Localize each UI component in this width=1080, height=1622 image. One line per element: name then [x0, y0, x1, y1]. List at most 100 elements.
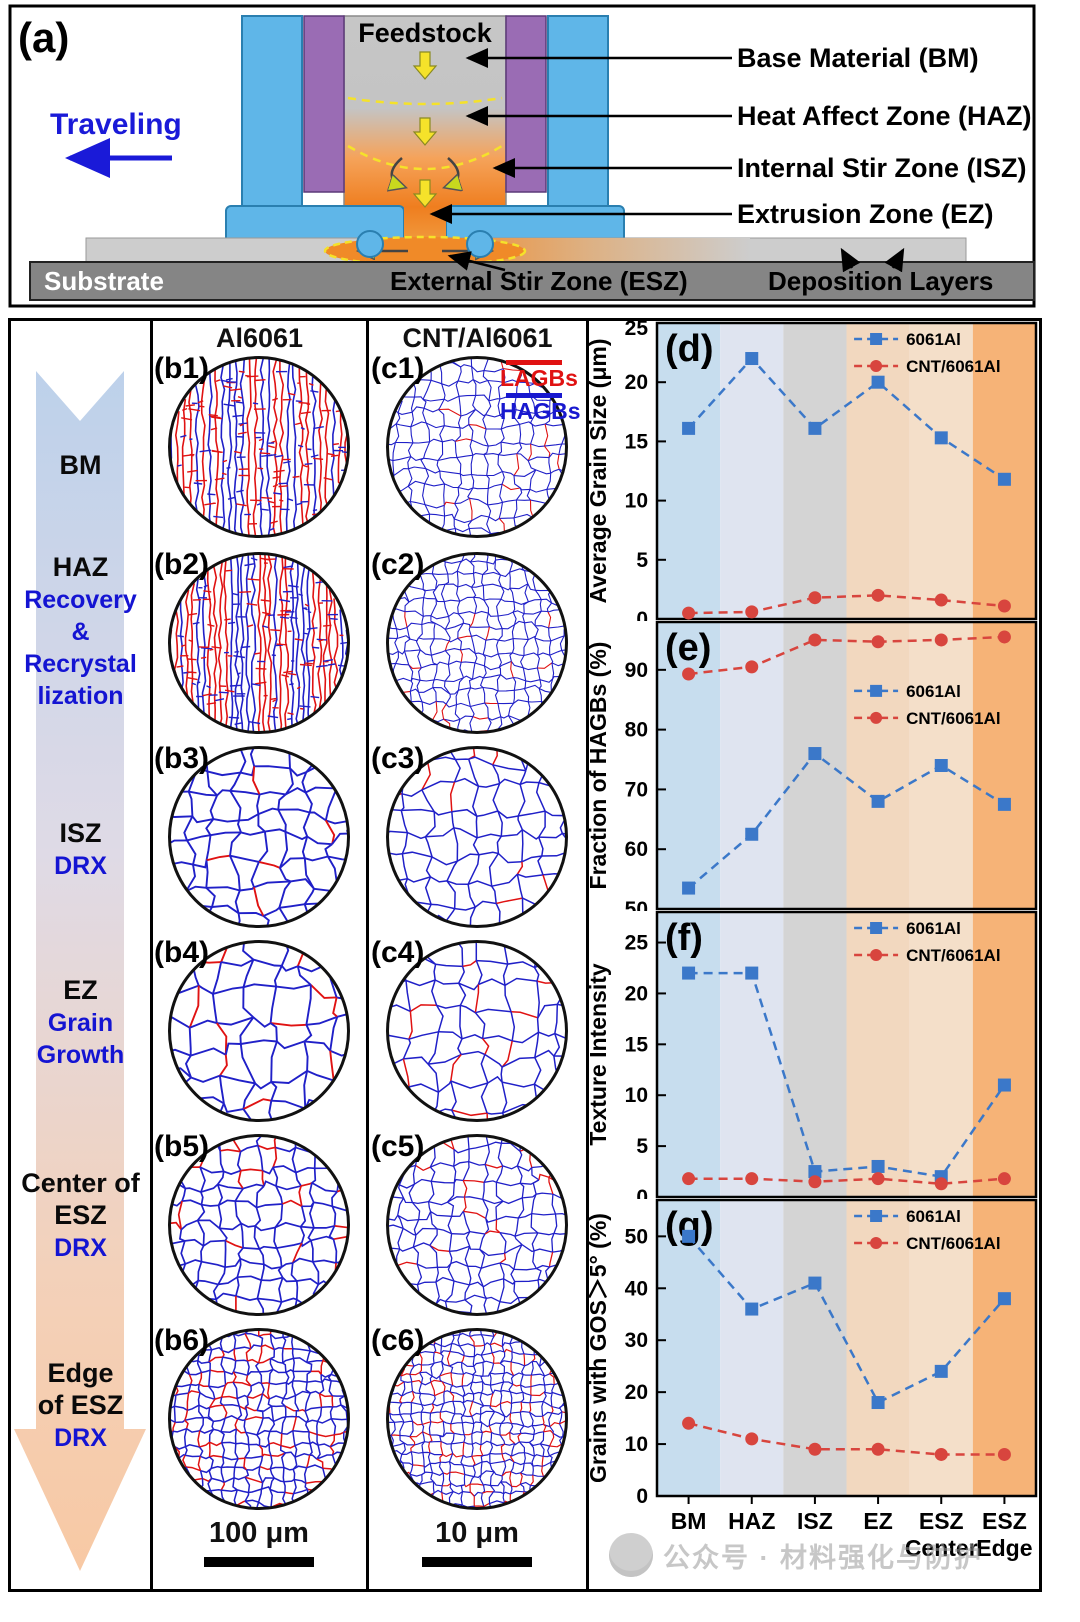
- scale-bar-100um: [204, 1557, 314, 1567]
- svg-text:0: 0: [636, 1485, 648, 1508]
- callout-bm: Base Material (BM): [737, 43, 979, 73]
- scale-label-10um: 10 μm: [435, 1517, 519, 1549]
- traveling-label: Traveling: [50, 108, 182, 141]
- svg-text:20: 20: [625, 371, 648, 394]
- tool-left-column: [241, 15, 303, 209]
- boundary-legend: LAGBs HAGBs: [500, 357, 581, 423]
- step-bm-zone: BM: [59, 450, 102, 480]
- esz-pointer: [447, 251, 506, 272]
- svg-text:Center: Center: [905, 1535, 978, 1561]
- isz-flow-right: [446, 157, 458, 187]
- svg-text:Average Grain Size (μm): Average Grain Size (μm): [589, 338, 611, 603]
- svg-text:60: 60: [625, 838, 648, 861]
- chart-average-grain-size: 0 5 10 15 20 25 Average Grain Size (μm) (d) 6061…: [589, 321, 1038, 621]
- tool-right-shoulder: [466, 230, 494, 258]
- svg-text:10: 10: [625, 1084, 648, 1107]
- svg-text:6061Al: 6061Al: [906, 682, 961, 701]
- micrograph-c5: [386, 1134, 568, 1316]
- svg-text:50: 50: [625, 1225, 648, 1248]
- substrate-label: Substrate: [44, 266, 164, 296]
- svg-text:(e): (e): [665, 627, 711, 669]
- step-bm: BM: [11, 450, 150, 482]
- svg-text:CNT/6061Al: CNT/6061Al: [906, 946, 1000, 965]
- label-b5: (b5): [154, 1130, 209, 1163]
- svg-text:10: 10: [625, 490, 648, 513]
- tool-right-column: [547, 15, 609, 209]
- svg-text:5: 5: [636, 1135, 648, 1158]
- feedstock-label: Feedstock: [358, 18, 493, 48]
- svg-text:(f): (f): [665, 917, 703, 959]
- svg-text:20: 20: [625, 1381, 648, 1404]
- svg-text:15: 15: [625, 1033, 649, 1056]
- svg-text:Texture Intensity: Texture Intensity: [589, 963, 611, 1146]
- label-c6: (c6): [371, 1324, 425, 1357]
- haz-boundary-dashed: [347, 96, 503, 106]
- svg-text:0: 0: [636, 608, 648, 621]
- label-c5: (c5): [371, 1130, 425, 1163]
- callout-ez: Extrusion Zone (EZ): [737, 199, 994, 229]
- label-c3: (c3): [371, 742, 425, 775]
- watermark-text: 公众号 · 材料强化与防护: [663, 1542, 983, 1573]
- substrate-bar: [29, 261, 1035, 301]
- svg-text:50: 50: [625, 898, 648, 911]
- isz-boundary-dashed: [347, 144, 503, 171]
- micrograph-b4: [168, 940, 350, 1122]
- svg-text:EZ: EZ: [863, 1508, 892, 1534]
- svg-text:CNT/6061Al: CNT/6061Al: [906, 357, 1000, 376]
- divider-c-charts: [586, 321, 589, 1589]
- divider-labels-b: [150, 321, 153, 1589]
- tool-left-shoulder: [356, 230, 384, 258]
- label-c4: (c4): [371, 936, 425, 969]
- step-haz-sub: Recovery & Recrystal lization: [24, 585, 137, 710]
- esz-blob: [323, 235, 527, 267]
- scale-bar-10um: [422, 1557, 532, 1567]
- deposition-pointer-2: [884, 247, 905, 273]
- chart-fraction-hagbs: 50 60 70 80 90 Fraction of HAGBs (%) (e) 6061Al…: [589, 621, 1038, 911]
- micrograph-b3: [168, 746, 350, 928]
- svg-text:ESZ: ESZ: [919, 1508, 964, 1534]
- panel-a-label: (a): [18, 14, 69, 61]
- step-haz-zone: HAZ: [52, 552, 109, 582]
- svg-text:6061Al: 6061Al: [906, 919, 961, 938]
- label-b6: (b6): [154, 1324, 209, 1357]
- micrograph-b5: [168, 1134, 350, 1316]
- step-center-esz-zone: Center of ESZ: [21, 1168, 140, 1230]
- svg-text:HAZ: HAZ: [728, 1508, 775, 1534]
- deposition-pointer-1: [840, 247, 861, 273]
- svg-text:Fraction of HAGBs (%): Fraction of HAGBs (%): [589, 642, 611, 890]
- isz-flow-left: [392, 157, 404, 187]
- svg-text:10: 10: [625, 1433, 648, 1456]
- tool-left-sleeve: [303, 15, 345, 193]
- tool-right-sleeve: [505, 15, 547, 193]
- svg-text:15: 15: [625, 430, 649, 453]
- label-c1: (c1): [371, 352, 425, 385]
- figure-body: BM HAZ Recovery & Recrystal lization ISZ…: [8, 318, 1042, 1592]
- hagb-color-line: [506, 393, 562, 399]
- watermark: 公众号 · 材料强化与防护: [609, 1533, 983, 1577]
- step-ez: EZ Grain Growth: [11, 975, 150, 1071]
- svg-text:6061Al: 6061Al: [906, 1207, 961, 1226]
- step-isz: ISZ DRX: [11, 818, 150, 882]
- svg-text:BM: BM: [671, 1508, 707, 1534]
- micrograph-b6: [168, 1328, 350, 1510]
- lagb-color-line: [506, 360, 562, 365]
- svg-text:90: 90: [625, 659, 648, 682]
- svg-text:Grains with GOS＞5° (%): Grains with GOS＞5° (%): [589, 1213, 611, 1483]
- step-ez-zone: EZ: [63, 975, 98, 1005]
- svg-text:20: 20: [625, 982, 648, 1005]
- micrograph-c2: [386, 552, 568, 734]
- svg-text:(d): (d): [665, 328, 714, 370]
- lagb-label: LAGBs: [500, 365, 578, 391]
- divider-b-c: [366, 321, 369, 1589]
- step-ez-sub: Grain Growth: [36, 1008, 125, 1069]
- svg-text:Edge: Edge: [976, 1535, 1032, 1561]
- svg-text:CNT/6061Al: CNT/6061Al: [906, 709, 1000, 728]
- svg-text:6061Al: 6061Al: [906, 330, 961, 349]
- callout-haz: Heat Affect Zone (HAZ): [737, 101, 1032, 131]
- schematic-panel-a: (a) Traveling Substrate External Stir Zo…: [8, 4, 1036, 308]
- svg-text:CNT/6061Al: CNT/6061Al: [906, 1234, 1000, 1253]
- hagb-label: HAGBs: [500, 398, 581, 425]
- column-header-cnt-al6061: CNT/Al6061: [402, 323, 553, 353]
- micrograph-b2: [168, 552, 350, 734]
- step-edge-esz: Edge of ESZ DRX: [11, 1358, 150, 1454]
